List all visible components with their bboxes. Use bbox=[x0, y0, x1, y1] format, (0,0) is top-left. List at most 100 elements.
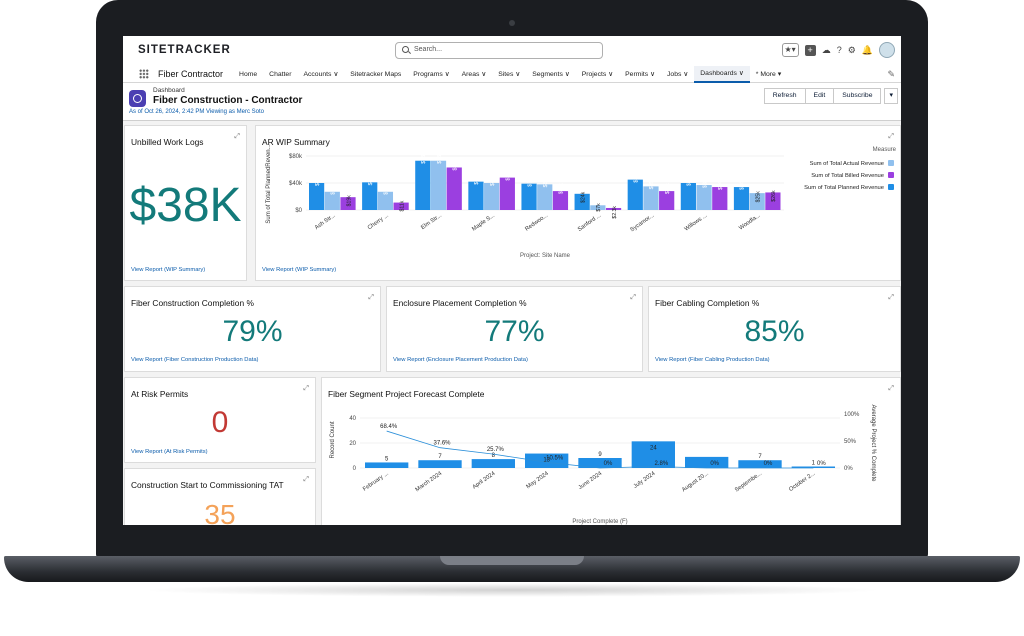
expand-icon[interactable]: ⤢ bbox=[368, 294, 374, 301]
data-label: 7 bbox=[438, 454, 442, 460]
expand-icon[interactable]: ⤢ bbox=[888, 133, 894, 140]
view-report-link[interactable]: View Report (Fiber Construction Producti… bbox=[131, 357, 259, 363]
view-report-link[interactable]: View Report (WIP Summary) bbox=[131, 267, 206, 273]
nav-item-projects[interactable]: Projects ∨ bbox=[581, 71, 614, 78]
x-axis-label: Project: Site Name bbox=[520, 253, 571, 259]
bar-billed bbox=[393, 202, 409, 210]
nav-item-home[interactable]: Home bbox=[239, 70, 258, 78]
nav-item-segments[interactable]: Segments ∨ bbox=[532, 71, 570, 78]
global-header: SITETRACKER Search... ★▾ + ☁ ? ⚙ 🔔 bbox=[123, 36, 901, 66]
x-tick-label: Septembe... bbox=[734, 471, 763, 494]
bar-record-count bbox=[631, 441, 675, 468]
data-label: $40k bbox=[315, 174, 321, 186]
header-icons: ★▾ + ☁ ? ⚙ 🔔 bbox=[781, 42, 895, 58]
expand-icon[interactable]: ⤢ bbox=[630, 294, 636, 301]
expand-icon[interactable]: ⤢ bbox=[303, 385, 309, 392]
line-data-label: 2.8% bbox=[654, 461, 668, 467]
guidance-icon[interactable]: ☁ bbox=[821, 45, 831, 55]
notifications-bell-icon[interactable]: 🔔 bbox=[861, 45, 873, 55]
more-actions-chevron-icon[interactable]: ▾ bbox=[884, 88, 898, 104]
nav-item-jobs[interactable]: Jobs ∨ bbox=[667, 71, 689, 78]
refresh-button[interactable]: Refresh bbox=[763, 88, 806, 104]
setup-gear-icon[interactable]: ⚙ bbox=[847, 45, 856, 55]
data-label: $48k bbox=[506, 169, 512, 181]
view-report-link[interactable]: View Report (WIP Summary) bbox=[262, 267, 337, 273]
nav-item-chatter[interactable]: Chatter bbox=[269, 70, 292, 78]
view-report-link[interactable]: View Report (At Risk Permits) bbox=[131, 449, 208, 455]
line-data-label: 25.7% bbox=[487, 447, 505, 453]
legend-label: Sum of Total Planned Revenue bbox=[804, 185, 884, 191]
expand-icon[interactable]: ⤢ bbox=[303, 476, 309, 483]
card-title: At Risk Permits bbox=[131, 389, 189, 399]
bar-billed bbox=[552, 191, 569, 210]
y-axis-label: Record Count bbox=[330, 421, 336, 458]
bar-planned bbox=[627, 179, 643, 210]
x-tick-label: Woodla... bbox=[738, 213, 762, 232]
data-label: 9 bbox=[598, 452, 602, 458]
data-label: $45k bbox=[634, 171, 640, 183]
expand-icon[interactable]: ⤢ bbox=[234, 133, 240, 140]
bar-billed bbox=[659, 191, 675, 210]
data-label: $38k bbox=[543, 176, 549, 188]
card-title: Unbilled Work Logs bbox=[131, 137, 204, 147]
data-label: 8 bbox=[492, 453, 496, 459]
dashboard-header: Dashboard Fiber Construction - Contracto… bbox=[123, 83, 901, 121]
kpi-value: 79% bbox=[222, 315, 283, 348]
subscribe-button[interactable]: Subscribe bbox=[834, 88, 882, 104]
nav-item-accounts[interactable]: Accounts ∨ bbox=[303, 71, 339, 78]
page-title: Fiber Construction - Contractor bbox=[153, 95, 303, 106]
bar-actual bbox=[590, 205, 606, 210]
view-report-link[interactable]: View Report (Enclosure Placement Product… bbox=[393, 357, 528, 363]
kpi-value: 77% bbox=[484, 315, 545, 348]
line-data-label: 0% bbox=[764, 461, 773, 467]
nav-item-sites[interactable]: Sites ∨ bbox=[498, 71, 521, 78]
data-label: $41k bbox=[368, 174, 374, 186]
nav-item-dashboards[interactable]: Dashboards ∨ bbox=[694, 65, 750, 83]
card-title: Fiber Cabling Completion % bbox=[655, 298, 760, 308]
bar-billed bbox=[340, 197, 356, 210]
nav-item-areas[interactable]: Areas ∨ bbox=[461, 71, 487, 78]
line-data-label: 0% bbox=[604, 461, 613, 467]
card-tat: Construction Start to Commissioning TAT … bbox=[124, 468, 316, 525]
y2-tick-label: 50% bbox=[844, 439, 857, 445]
data-label: $25k bbox=[755, 191, 761, 203]
bar-planned bbox=[415, 160, 431, 210]
view-report-link[interactable]: View Report (Fiber Cabling Production Da… bbox=[655, 357, 770, 363]
nav-item-permits[interactable]: Permits ∨ bbox=[625, 71, 656, 78]
data-label: 1 bbox=[812, 461, 816, 467]
nav-item-programs[interactable]: Programs ∨ bbox=[413, 71, 450, 78]
search-input[interactable]: Search... bbox=[395, 42, 603, 59]
legend-title: Measure bbox=[873, 147, 897, 153]
data-label: $42k bbox=[474, 173, 480, 185]
kpi-value: 85% bbox=[744, 315, 805, 348]
avatar[interactable] bbox=[879, 42, 895, 58]
bar-actual bbox=[377, 191, 394, 210]
laptop-notch bbox=[440, 556, 584, 565]
help-icon[interactable]: ? bbox=[836, 45, 842, 55]
y2-tick-label: 100% bbox=[844, 412, 860, 418]
card-fiber-construction: Fiber Construction Completion % ⤢ 79% Vi… bbox=[124, 286, 381, 372]
expand-icon[interactable]: ⤢ bbox=[888, 294, 894, 301]
line-data-label: 37.6% bbox=[433, 441, 451, 447]
nav-item-sitetracker-maps[interactable]: Sitetracker Maps bbox=[350, 70, 402, 78]
data-label: $11k bbox=[399, 200, 405, 211]
app-launcher-icon[interactable] bbox=[139, 69, 149, 79]
legend-swatch bbox=[888, 172, 894, 178]
bar-planned bbox=[574, 193, 590, 210]
expand-icon[interactable]: ⤢ bbox=[888, 385, 894, 392]
bar-billed bbox=[765, 192, 781, 210]
bar-actual bbox=[643, 186, 659, 210]
edit-nav-pencil-icon[interactable]: ✎ bbox=[887, 69, 895, 79]
dashboard-meta: As of Oct 26, 2024, 2:42 PM Viewing as M… bbox=[129, 109, 264, 115]
edit-button[interactable]: Edit bbox=[805, 88, 835, 104]
card-title: Fiber Segment Project Forecast Complete bbox=[328, 389, 485, 399]
kpi-value: $38K bbox=[129, 179, 242, 232]
nav-item-more[interactable]: * More ▾ bbox=[755, 71, 782, 78]
global-actions-icon[interactable]: + bbox=[804, 44, 816, 56]
data-label: $27k bbox=[331, 183, 337, 195]
legend-swatch bbox=[888, 160, 894, 166]
bar-record-count bbox=[418, 460, 462, 468]
data-label: 24 bbox=[650, 445, 657, 451]
favorites-icon[interactable]: ★▾ bbox=[781, 43, 799, 57]
x-tick-label: July 2024 bbox=[633, 470, 657, 490]
